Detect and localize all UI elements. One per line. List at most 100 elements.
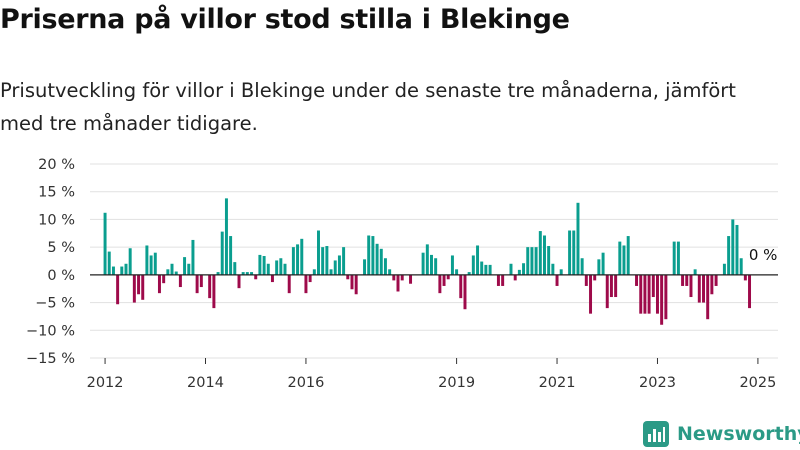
bar [513,274,517,281]
bar [609,274,613,298]
bar [463,274,467,310]
bar [111,266,115,275]
x-tick-label: 2014 [187,375,224,391]
bar [522,263,526,275]
bar [421,252,425,275]
bar [501,274,505,286]
bar [363,259,367,275]
bar [229,236,233,275]
bar [702,274,706,303]
bar [333,260,337,275]
bar [162,274,166,284]
bar [107,251,111,275]
bar [618,241,622,275]
bar [317,230,320,275]
bar [287,274,291,294]
bar [275,260,279,275]
bar [187,263,191,275]
bar [296,244,300,275]
bar [254,274,258,280]
x-tick-label: 2019 [438,375,475,391]
bar [304,274,308,294]
bar [245,272,249,275]
bar [530,247,534,275]
page-title: Priserna på villor stod stilla i Bleking… [0,4,570,35]
bar [220,231,224,275]
bar [517,269,521,275]
bar [601,252,605,275]
y-tick-label: 20 % [38,157,75,173]
bar [731,219,735,275]
bar [450,255,454,275]
bar [124,263,128,275]
bar [672,241,676,275]
bar [392,274,396,281]
bar [128,248,132,275]
bar [103,212,107,275]
bar [622,245,626,275]
bar [484,264,488,275]
bar [467,272,471,275]
bar [722,263,726,275]
bar [442,274,446,286]
bar [262,256,266,275]
x-tick-label: 2021 [539,375,576,391]
y-tick-label: 15 % [38,185,75,201]
bar [651,274,655,298]
bar [547,246,551,275]
bar [459,274,463,299]
bar [342,247,346,275]
bar [191,239,195,275]
bar [710,274,714,295]
bar [727,236,731,275]
bar [576,202,580,275]
bar [689,274,693,298]
bar [141,274,145,300]
bar [383,258,387,275]
bar [183,257,187,275]
y-tick-label: −5 % [35,296,75,312]
bar [538,231,542,275]
bar [388,269,392,275]
bar [266,263,270,275]
bar [676,241,680,275]
bar [379,248,383,275]
bar [354,274,358,295]
bar [430,254,433,275]
page-subtitle: Prisutveckling för villor i Blekinge und… [0,79,736,135]
bar [480,261,484,275]
bar [714,274,718,286]
bar [199,274,203,288]
bar [149,255,153,275]
bar [735,224,739,275]
brand-logo: Newsworthy [643,419,800,449]
bar [626,236,630,275]
bar [116,274,120,305]
bar [584,274,588,286]
bar [434,258,438,275]
x-tick-label: 2012 [87,375,124,391]
bar [325,246,329,275]
newsworthy-bar-chart-icon [643,421,669,447]
bar [174,271,178,275]
brand-name: Newsworthy [677,423,800,445]
last-value-label: 0 % [749,246,778,264]
bar [312,269,316,275]
y-axis-tick-labels: −15 % −10 % −5 % 0 % 5 % 10 % 15 % 20 % [26,157,75,367]
bar [367,235,371,275]
bar [568,230,572,275]
bar [593,274,597,281]
bar [321,247,325,275]
bar [195,274,199,294]
bar [291,247,295,275]
bar [559,269,563,275]
bar [496,274,500,286]
x-tick-label: 2016 [287,375,324,391]
bar [476,245,480,275]
bar [639,274,643,314]
bar [279,258,283,275]
bar [216,272,220,275]
bar [371,236,375,275]
bar [655,274,659,314]
